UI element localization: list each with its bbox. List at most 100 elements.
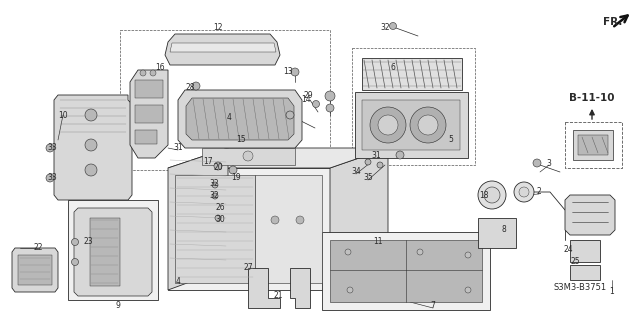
Polygon shape (330, 240, 482, 302)
Circle shape (296, 216, 304, 224)
Text: 17: 17 (203, 158, 213, 167)
Circle shape (514, 182, 534, 202)
Text: B-11-10: B-11-10 (569, 93, 615, 103)
Text: 22: 22 (33, 243, 43, 253)
Polygon shape (355, 92, 468, 158)
Text: 26: 26 (215, 204, 225, 212)
Text: 16: 16 (155, 63, 165, 72)
Polygon shape (54, 95, 132, 200)
Text: 21: 21 (273, 292, 283, 300)
Circle shape (243, 151, 253, 161)
Text: 33: 33 (47, 174, 57, 182)
Circle shape (72, 239, 79, 246)
Text: 4: 4 (227, 114, 232, 122)
Circle shape (150, 70, 156, 76)
Polygon shape (175, 175, 255, 283)
Text: 7: 7 (431, 301, 435, 310)
Circle shape (365, 159, 371, 165)
Polygon shape (330, 148, 388, 290)
Text: 34: 34 (351, 167, 361, 176)
Text: 33: 33 (47, 144, 57, 152)
Circle shape (533, 159, 541, 167)
Text: 6: 6 (390, 63, 396, 72)
Circle shape (345, 249, 351, 255)
Circle shape (378, 115, 398, 135)
Circle shape (519, 187, 529, 197)
Circle shape (85, 164, 97, 176)
Circle shape (72, 258, 79, 265)
Circle shape (465, 252, 471, 258)
Circle shape (484, 187, 500, 203)
Circle shape (417, 249, 423, 255)
Text: S3M3-B3751: S3M3-B3751 (554, 284, 607, 293)
Circle shape (377, 162, 383, 168)
Text: 25: 25 (570, 256, 580, 265)
Circle shape (396, 151, 404, 159)
Text: 28: 28 (185, 84, 195, 93)
Polygon shape (168, 168, 330, 290)
Polygon shape (90, 218, 120, 286)
Circle shape (215, 215, 221, 221)
Text: 9: 9 (116, 300, 120, 309)
Circle shape (229, 166, 237, 174)
Bar (135, 105, 163, 123)
Circle shape (325, 91, 335, 101)
Text: 3: 3 (547, 159, 552, 167)
Polygon shape (165, 34, 280, 65)
Text: 18: 18 (479, 190, 489, 199)
Circle shape (46, 144, 54, 152)
Circle shape (326, 104, 334, 112)
Circle shape (418, 115, 438, 135)
Text: FR.: FR. (604, 17, 623, 27)
Text: 29: 29 (303, 92, 313, 100)
Text: 12: 12 (213, 24, 223, 33)
Polygon shape (12, 248, 58, 292)
Bar (135, 130, 157, 144)
Polygon shape (18, 255, 52, 285)
Circle shape (370, 107, 406, 143)
Circle shape (212, 182, 218, 188)
Text: 32: 32 (380, 24, 390, 33)
Polygon shape (68, 200, 158, 300)
Polygon shape (255, 175, 322, 283)
Polygon shape (322, 232, 490, 310)
Text: 32: 32 (209, 190, 219, 199)
Bar (135, 80, 163, 98)
Circle shape (347, 287, 353, 293)
Text: 5: 5 (449, 135, 453, 144)
Polygon shape (178, 90, 302, 148)
Text: 14: 14 (301, 95, 311, 105)
Circle shape (212, 193, 218, 199)
Text: 8: 8 (502, 225, 506, 234)
Polygon shape (362, 58, 462, 90)
Text: 30: 30 (215, 214, 225, 224)
Circle shape (214, 162, 222, 170)
Circle shape (410, 107, 446, 143)
Circle shape (271, 216, 279, 224)
Polygon shape (565, 195, 615, 235)
Text: 32: 32 (209, 180, 219, 189)
Circle shape (312, 100, 319, 108)
Circle shape (85, 109, 97, 121)
Text: 10: 10 (58, 110, 68, 120)
Circle shape (85, 139, 97, 151)
Polygon shape (290, 268, 310, 308)
Polygon shape (573, 130, 613, 160)
Polygon shape (130, 70, 168, 158)
Text: 13: 13 (283, 68, 293, 77)
Polygon shape (478, 218, 516, 248)
Text: 4: 4 (175, 278, 180, 286)
Text: 27: 27 (243, 263, 253, 272)
Text: 11: 11 (373, 238, 383, 247)
Circle shape (465, 287, 471, 293)
Circle shape (286, 111, 294, 119)
Polygon shape (186, 98, 294, 140)
Polygon shape (168, 148, 388, 168)
Text: 15: 15 (236, 136, 246, 145)
Circle shape (478, 181, 506, 209)
Text: 2: 2 (536, 188, 541, 197)
Polygon shape (168, 148, 228, 290)
Text: 19: 19 (231, 174, 241, 182)
Circle shape (140, 70, 146, 76)
Text: 1: 1 (610, 286, 614, 295)
